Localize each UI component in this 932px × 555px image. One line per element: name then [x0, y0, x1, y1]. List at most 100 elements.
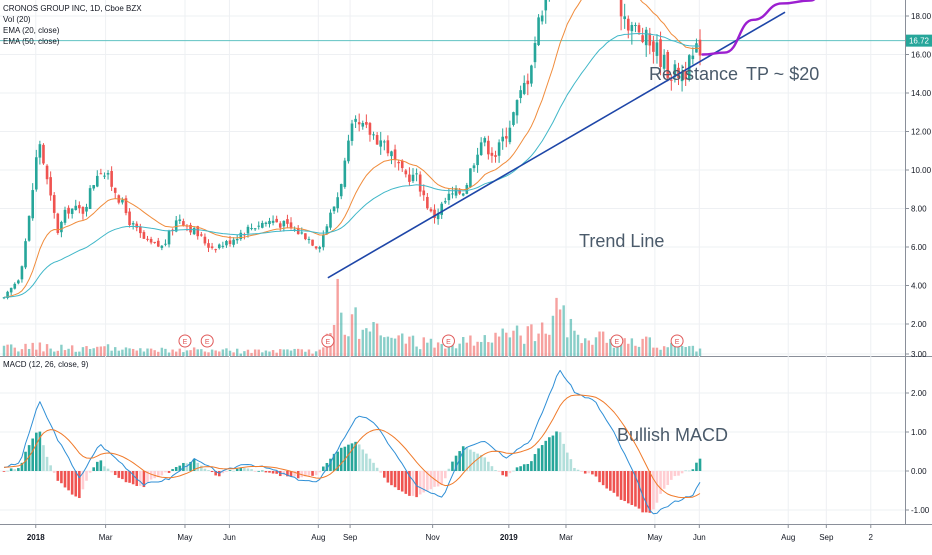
- macd-histogram-bar: [253, 471, 257, 472]
- candle-body: [436, 213, 440, 220]
- volume-bar: [17, 351, 20, 356]
- candle-body: [264, 222, 268, 224]
- volume-bar: [264, 350, 268, 356]
- macd-histogram-bar: [203, 468, 207, 471]
- macd-histogram-bar: [336, 451, 339, 471]
- earnings-marker: [442, 334, 455, 348]
- macd-histogram-bar: [322, 466, 325, 471]
- candle-body: [673, 64, 677, 77]
- volume-bar: [598, 331, 601, 356]
- macd-histogram-bar: [332, 453, 336, 471]
- volume-bar: [501, 328, 504, 356]
- macd-legend[interactable]: MACD (12, 26, close, 9): [3, 360, 89, 369]
- candle-body: [497, 142, 501, 156]
- macd-histogram-bar: [70, 471, 74, 495]
- candle-body: [78, 205, 81, 209]
- macd-histogram-bar: [397, 471, 400, 491]
- candle-body: [103, 175, 106, 177]
- macd-histogram-bar: [228, 470, 232, 471]
- macd-histogram-bar: [160, 471, 164, 476]
- candle-body: [250, 228, 253, 230]
- volume-bar: [530, 324, 533, 356]
- candle-body: [221, 245, 225, 247]
- trend-line-annotation: Trend Line: [579, 231, 664, 251]
- volume-bar: [347, 336, 350, 356]
- volume-bar: [56, 350, 60, 356]
- volume-bar: [551, 315, 555, 356]
- macd-histogram-bar: [418, 471, 422, 495]
- candle-body: [515, 100, 519, 116]
- volume-bar: [433, 347, 436, 356]
- volume-bar: [569, 318, 573, 356]
- macd-histogram-bar: [623, 471, 626, 502]
- macd-histogram-bar: [598, 471, 601, 483]
- candle-body: [13, 283, 17, 289]
- candle-body: [182, 221, 185, 226]
- volume-bar: [67, 348, 70, 356]
- candle-body: [139, 226, 142, 234]
- volume-bar: [318, 349, 321, 356]
- macd-histogram-bar: [153, 471, 156, 479]
- volume-bar: [257, 349, 260, 356]
- volume-bar: [225, 348, 228, 356]
- macd-histogram-bar: [207, 470, 210, 471]
- macd-histogram-bar: [63, 471, 67, 488]
- volume-bar: [447, 341, 451, 356]
- macd-histogram-bar: [167, 471, 171, 473]
- volume-bar: [121, 349, 124, 356]
- macd-histogram-bar: [601, 471, 605, 486]
- volume-bar: [221, 349, 225, 356]
- volume-bar: [311, 353, 314, 356]
- candle-body: [451, 193, 454, 195]
- volume-bar: [78, 351, 81, 356]
- ema20-legend[interactable]: EMA (20, close): [3, 26, 60, 35]
- macd-histogram-bar: [49, 465, 52, 471]
- time-tick-label: Sep: [819, 533, 834, 542]
- symbol-title[interactable]: CRONOS GROUP INC, 1D, Cboe BZX: [3, 4, 142, 13]
- candle-body: [9, 287, 13, 293]
- candle-body: [164, 243, 167, 245]
- candle-body: [167, 230, 171, 245]
- volume-bar: [117, 350, 121, 356]
- macd-histogram-bar: [443, 471, 447, 479]
- candle-body: [286, 219, 289, 224]
- candle-body: [325, 226, 329, 234]
- volume-bar: [695, 351, 698, 356]
- macd-histogram-bar: [569, 459, 573, 471]
- macd-histogram-bar: [6, 470, 9, 472]
- volume-bar: [476, 341, 479, 356]
- ema50-legend[interactable]: EMA (50, close): [3, 37, 60, 46]
- volume-bar: [236, 348, 239, 356]
- candle-body: [74, 205, 78, 210]
- candle-body: [522, 82, 526, 94]
- macd-histogram-bar: [469, 449, 472, 471]
- volume-bar: [153, 350, 156, 356]
- macd-histogram-bar: [9, 468, 13, 471]
- macd-histogram-bar: [257, 470, 261, 472]
- macd-histogram-bar: [451, 461, 454, 471]
- volume-legend[interactable]: Vol (20): [3, 15, 31, 24]
- volume-bar: [390, 337, 393, 356]
- candle-body: [27, 215, 31, 241]
- macd-histogram-bar: [357, 444, 361, 471]
- volume-bar: [53, 351, 56, 356]
- candle-body: [235, 238, 239, 241]
- candle-body: [174, 220, 178, 232]
- macd-histogram-bar: [494, 470, 497, 471]
- target-annotation: TP ~ $20: [746, 64, 819, 84]
- time-tick-label: Nov: [426, 533, 440, 542]
- volume-bar: [24, 343, 27, 356]
- volume-bar: [300, 349, 303, 356]
- candle-body: [368, 123, 372, 135]
- bullish-macd-annotation: Bullish MACD: [617, 425, 728, 445]
- macd-histogram-bar: [246, 468, 250, 471]
- candle-body: [121, 199, 124, 203]
- macd-histogram-bar: [300, 471, 304, 478]
- candle-body: [483, 138, 487, 143]
- volume-bar: [508, 337, 512, 356]
- candle-body: [540, 15, 544, 22]
- volume-bar: [131, 348, 135, 356]
- macd-histogram-bar: [555, 431, 558, 471]
- candle-body: [149, 238, 153, 243]
